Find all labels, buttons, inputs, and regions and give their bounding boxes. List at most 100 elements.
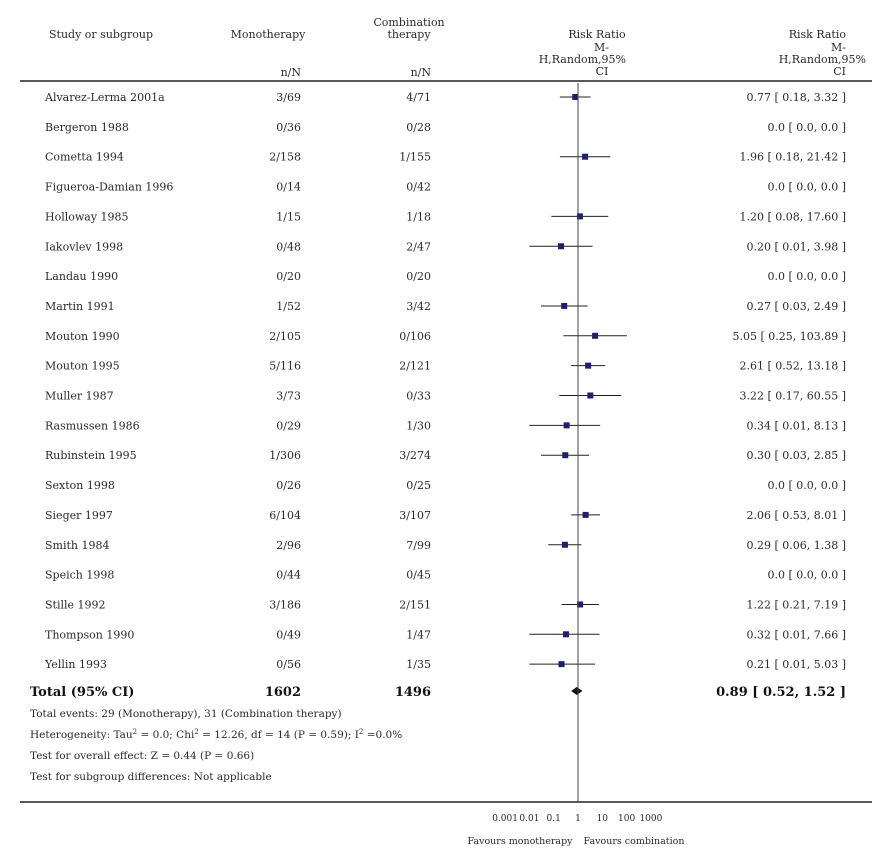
x-tick-label: 0.001 (492, 814, 518, 824)
study-name: Speich 1998 (45, 569, 114, 582)
study-name: Holloway 1985 (45, 210, 129, 223)
mono-events: 0/56 (276, 658, 301, 671)
study-name: Smith 1984 (45, 539, 109, 552)
favours-left-label: Favours monotherapy (467, 836, 573, 847)
risk-ratio-ci: 0.32 [ 0.01, 7.66 ] (746, 628, 846, 641)
point-estimate (561, 541, 568, 548)
point-estimate (563, 422, 570, 429)
mono-events: 3/186 (269, 598, 301, 611)
header-mono-nN: n/N (281, 66, 302, 79)
risk-ratio-ci: 2.06 [ 0.53, 8.01 ] (746, 509, 846, 522)
point-estimate (585, 362, 592, 369)
combo-events: 1/155 (399, 151, 431, 164)
total-combo: 1496 (395, 685, 431, 700)
combo-events: 0/45 (406, 569, 431, 582)
point-estimate (562, 452, 569, 459)
mono-events: 1/15 (276, 210, 301, 223)
combo-events: 0/20 (406, 270, 431, 283)
point-estimate (582, 153, 589, 160)
x-tick-label: 100 (618, 814, 635, 824)
study-name: Muller 1987 (45, 390, 114, 403)
header-rr-center-line1: Risk Ratio (568, 28, 626, 41)
risk-ratio-ci: 0.27 [ 0.03, 2.49 ] (746, 300, 846, 313)
x-tick-label: 10 (597, 814, 609, 824)
risk-ratio-ci: 0.30 [ 0.03, 2.85 ] (746, 449, 846, 462)
combo-events: 1/30 (406, 419, 431, 432)
study-name: Sexton 1998 (45, 479, 115, 492)
combo-events: 0/42 (406, 181, 431, 194)
total-label: Total (95% CI) (30, 685, 134, 700)
combo-events: 3/274 (399, 449, 431, 462)
header-study: Study or subgroup (49, 28, 153, 41)
header-combo-nN: n/N (411, 66, 432, 79)
point-estimate (587, 392, 594, 399)
total-risk-ratio-ci: 0.89 [ 0.52, 1.52 ] (716, 685, 846, 700)
study-name: Martin 1991 (45, 300, 115, 313)
favours-right-label: Favours combination (584, 836, 685, 847)
study-name: Thompson 1990 (45, 628, 134, 641)
combo-events: 2/47 (406, 240, 431, 253)
point-estimate (558, 243, 565, 250)
risk-ratio-ci: 1.20 [ 0.08, 17.60 ] (739, 210, 846, 223)
header-combination-line1: Combination (373, 16, 444, 29)
x-tick-label: 1000 (639, 814, 662, 824)
risk-ratio-ci: 0.0 [ 0.0, 0.0 ] (767, 270, 846, 283)
combo-events: 0/25 (406, 479, 431, 492)
x-axis: 0.001 0.01 0.1 1 10 100 1000 (492, 814, 662, 824)
x-tick-label: 0.1 (547, 814, 561, 824)
point-estimate (562, 631, 569, 638)
study-name: Bergeron 1988 (45, 121, 129, 134)
footnote-subgroup: Test for subgroup differences: Not appli… (30, 771, 272, 783)
point-estimate (582, 511, 589, 518)
combo-events: 2/151 (399, 598, 431, 611)
risk-ratio-ci: 1.96 [ 0.18, 21.42 ] (739, 151, 846, 164)
risk-ratio-ci: 2.61 [ 0.52, 13.18 ] (739, 360, 846, 373)
footnote-events: Total events: 29 (Monotherapy), 31 (Comb… (30, 708, 342, 720)
risk-ratio-ci: 0.21 [ 0.01, 5.03 ] (746, 658, 846, 671)
mono-events: 5/116 (269, 360, 301, 373)
study-name: Mouton 1990 (45, 330, 120, 343)
mono-events: 2/105 (269, 330, 301, 343)
combo-events: 0/28 (406, 121, 431, 134)
study-name: Iakovlev 1998 (45, 240, 123, 253)
combo-events: 3/107 (399, 509, 431, 522)
risk-ratio-ci: 0.0 [ 0.0, 0.0 ] (767, 569, 846, 582)
mono-events: 0/49 (276, 628, 301, 641)
study-name: Sieger 1997 (45, 509, 113, 522)
risk-ratio-ci: 0.34 [ 0.01, 8.13 ] (746, 419, 846, 432)
risk-ratio-ci: 0.0 [ 0.0, 0.0 ] (767, 181, 846, 194)
combo-events: 2/121 (399, 360, 431, 373)
point-estimate (561, 302, 568, 309)
combo-events: 1/35 (406, 658, 431, 671)
header-rr-right-line1: Risk Ratio (789, 28, 847, 41)
mono-events: 0/44 (276, 569, 301, 582)
combo-events: 4/71 (406, 91, 431, 104)
header-rr-center-line3: H,Random,95% (539, 53, 626, 66)
risk-ratio-ci: 3.22 [ 0.17, 60.55 ] (739, 390, 846, 403)
study-name: Stille 1992 (45, 598, 106, 611)
header-rr-right-line3: H,Random,95% (779, 53, 866, 66)
combo-events: 1/47 (406, 628, 431, 641)
x-tick-label: 0.01 (519, 814, 539, 824)
mono-events: 1/52 (276, 300, 301, 313)
footnote-overall-effect: Test for overall effect: Z = 0.44 (P = 0… (30, 750, 254, 762)
combo-events: 0/33 (406, 390, 431, 403)
mono-events: 1/306 (269, 449, 301, 462)
risk-ratio-ci: 1.22 [ 0.21, 7.19 ] (746, 598, 846, 611)
point-estimate (558, 661, 565, 668)
point-estimate (592, 332, 599, 339)
header-rr-center-line2: M- (594, 41, 609, 54)
study-name: Cometta 1994 (45, 151, 124, 164)
study-name: Rasmussen 1986 (45, 419, 140, 432)
point-estimate (576, 213, 583, 220)
total-diamond (571, 687, 583, 695)
mono-events: 0/29 (276, 419, 301, 432)
mono-events: 2/158 (269, 151, 301, 164)
header-combination-line2: therapy (387, 28, 431, 41)
mono-events: 2/96 (276, 539, 301, 552)
risk-ratio-ci: 5.05 [ 0.25, 103.89 ] (732, 330, 846, 343)
footnote-heterogeneity: Heterogeneity: Tau2 = 0.0; Chi2 = 12.26,… (30, 728, 402, 741)
risk-ratio-ci: 0.29 [ 0.06, 1.38 ] (746, 539, 846, 552)
study-name: Mouton 1995 (45, 360, 120, 373)
